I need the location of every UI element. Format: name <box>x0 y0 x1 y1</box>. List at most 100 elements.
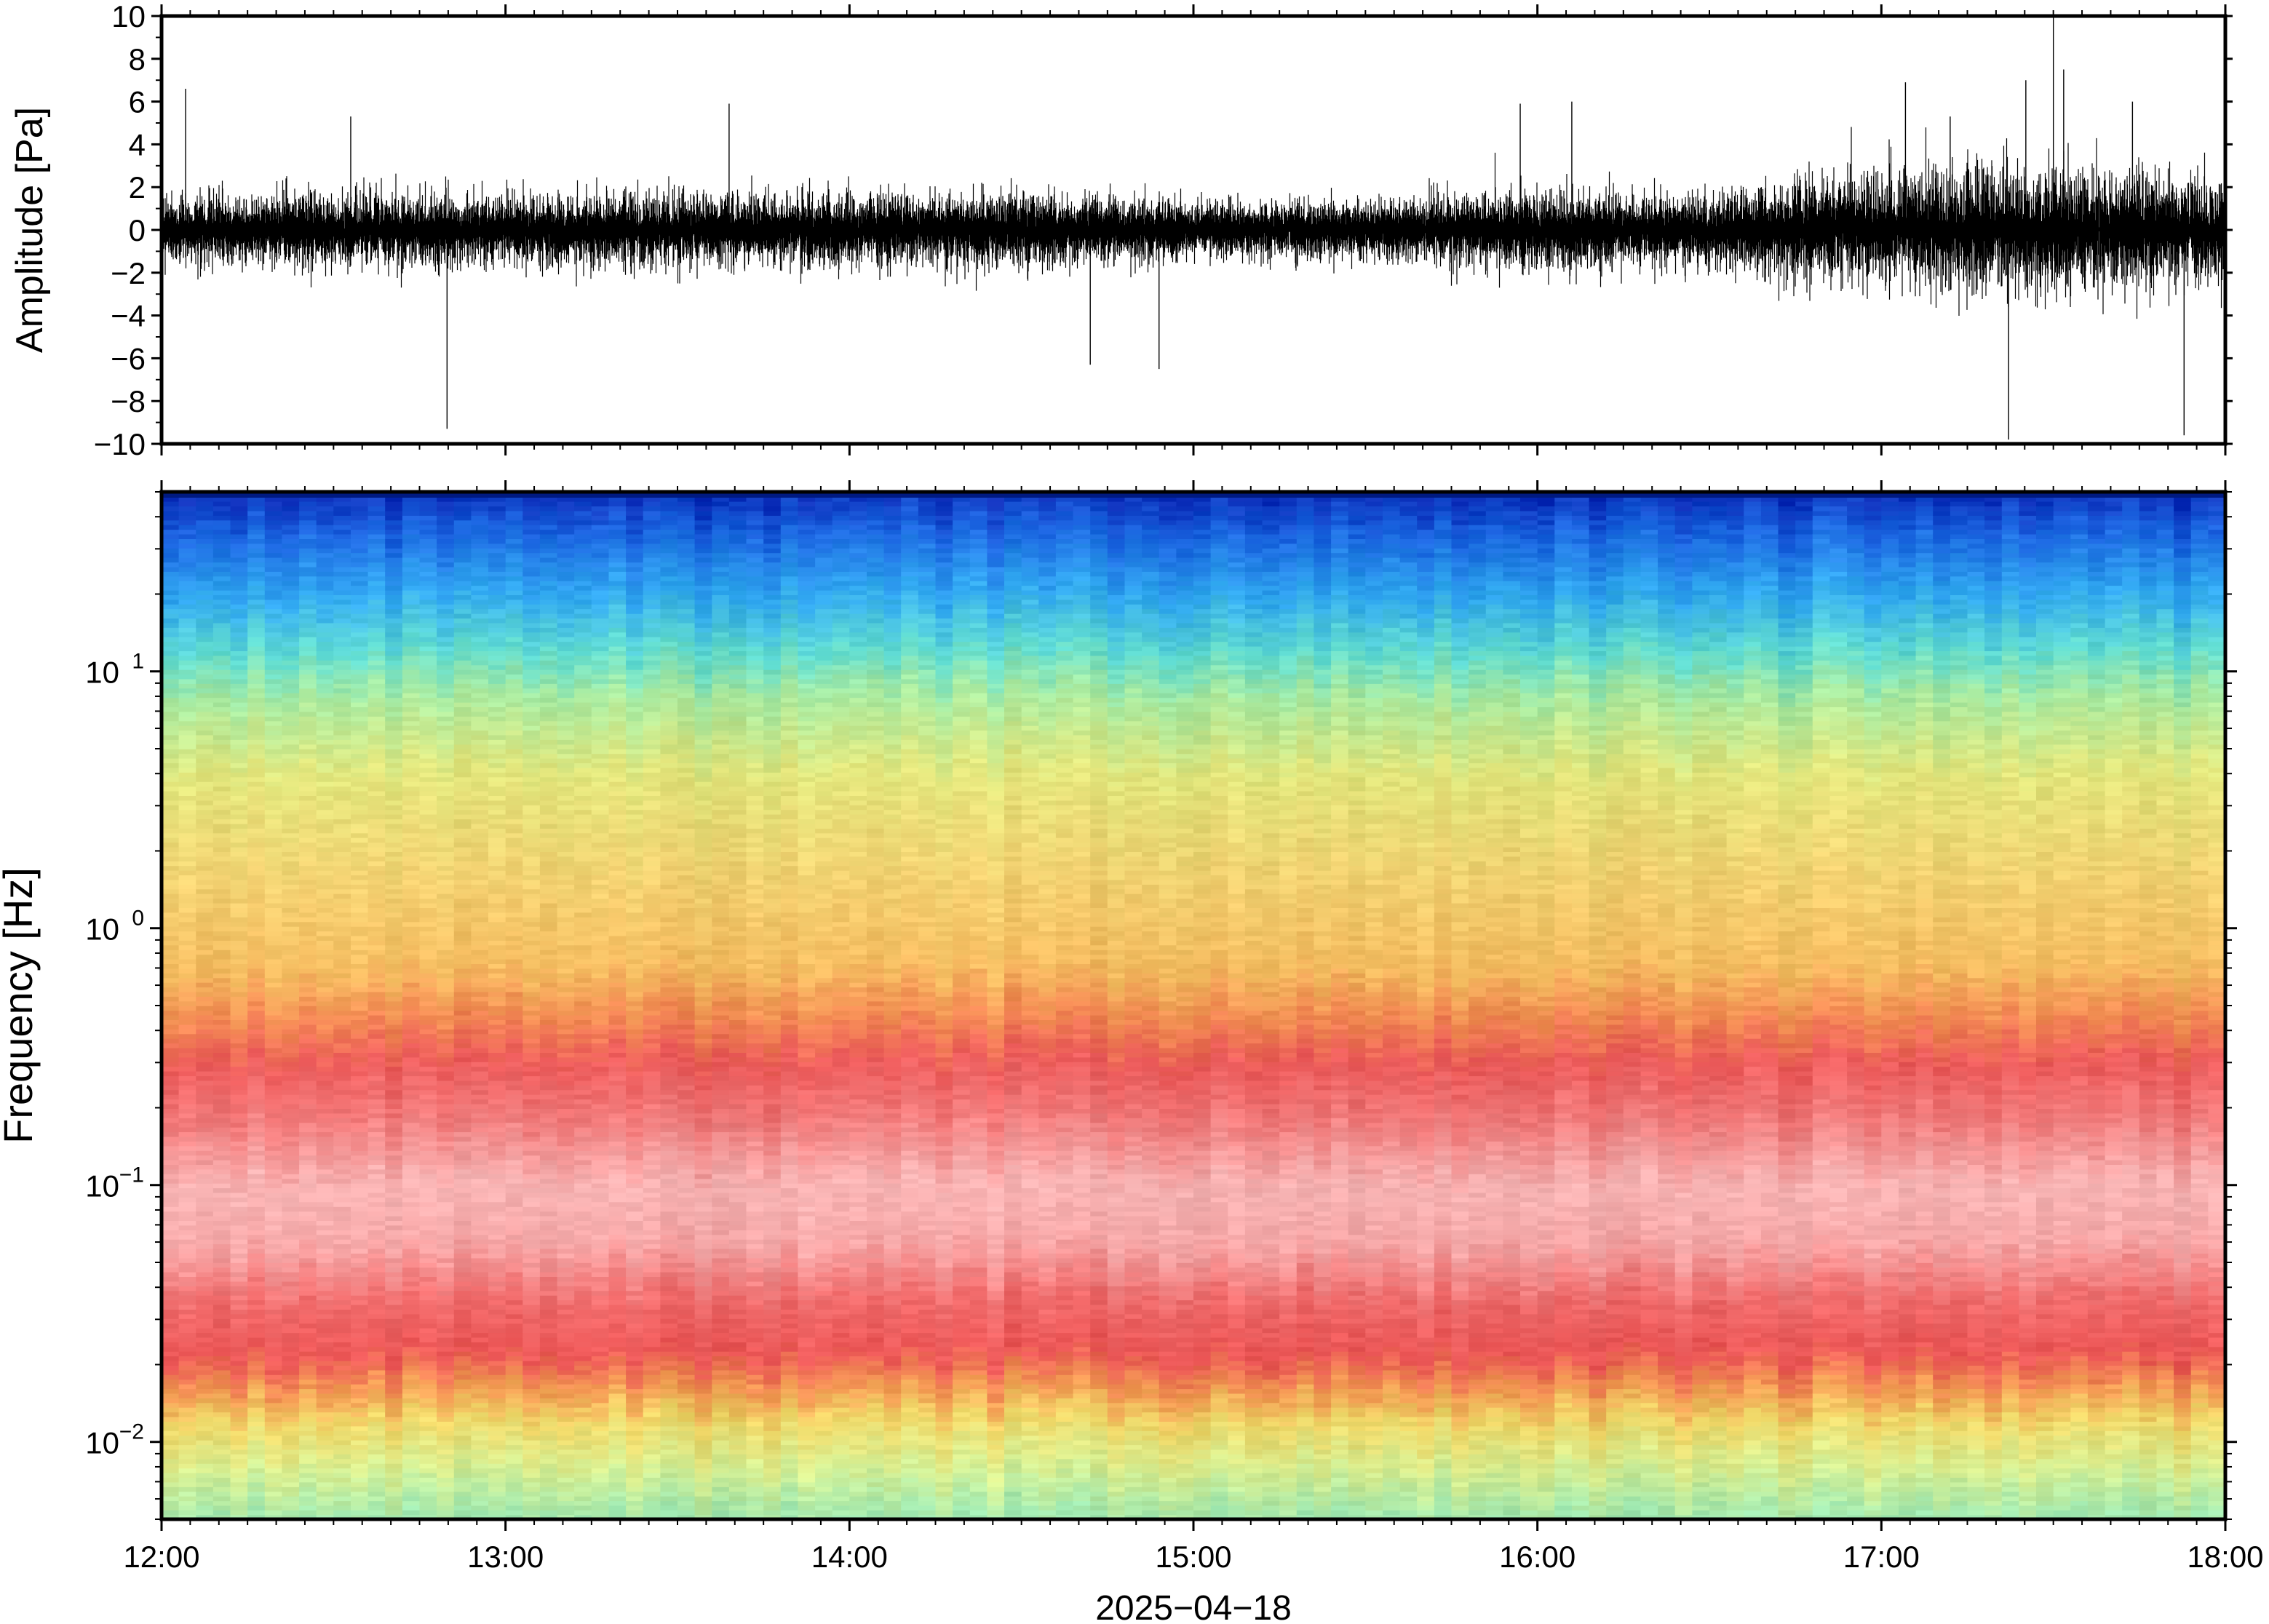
spectrogram-cell <box>162 1164 180 1170</box>
spectrogram-cell <box>522 1505 541 1510</box>
spectrogram-cell <box>522 1458 541 1464</box>
spectrogram-cell <box>505 510 524 516</box>
spectrogram-cell <box>247 571 266 577</box>
spectrogram-cell <box>488 907 506 913</box>
spectrogram-cell <box>299 931 317 936</box>
spectrogram-cell <box>351 1449 369 1454</box>
spectrogram-cell <box>162 1388 180 1394</box>
spectrogram-cell <box>264 1000 283 1006</box>
spectrogram-cell <box>419 562 437 568</box>
spectrogram-cell <box>333 902 351 908</box>
spectrogram-cell <box>351 884 369 890</box>
spectrogram-cell <box>488 982 506 988</box>
spectrogram-cell <box>282 935 300 941</box>
spectrogram-cell <box>505 515 524 521</box>
spectrogram-cell <box>316 963 335 969</box>
spectrogram-cell <box>333 725 351 731</box>
spectrogram-cell <box>264 533 283 539</box>
spectrogram-cell <box>212 1257 231 1263</box>
spectrogram-cell <box>282 637 300 642</box>
spectrogram-cell <box>230 1286 248 1291</box>
spectrogram-cell <box>367 907 386 913</box>
spectrogram-cell <box>385 800 403 805</box>
spectrogram-cell <box>453 944 472 950</box>
spectrogram-cell <box>230 1327 248 1334</box>
spectrogram-cell <box>247 851 266 857</box>
spectrogram-cell <box>299 1126 317 1133</box>
spectrogram-cell <box>178 1332 196 1338</box>
spectrogram-cell <box>178 1126 196 1133</box>
spectrogram-cell <box>505 496 524 502</box>
spectrogram-cell <box>367 763 386 768</box>
spectrogram-cell <box>178 1066 196 1072</box>
spectrogram-cell <box>402 1136 421 1142</box>
spectrogram-cell <box>505 757 524 763</box>
spectrogram-cell <box>402 501 421 506</box>
spectrogram-cell <box>230 571 248 577</box>
spectrogram-cell <box>230 1178 248 1184</box>
spectrogram-cell <box>367 1201 386 1207</box>
spectrogram-cell <box>264 1346 283 1352</box>
spectrogram-cell <box>316 865 335 871</box>
spectrogram-cell <box>471 533 489 539</box>
spectrogram-cell <box>212 954 231 960</box>
spectrogram-cell <box>162 1112 180 1118</box>
spectrogram-cell <box>264 837 283 843</box>
spectrogram-cell <box>247 1047 266 1053</box>
spectrogram-cell <box>488 1099 506 1104</box>
spectrogram-cell <box>437 1108 455 1114</box>
spectrogram-cell <box>437 604 455 610</box>
spectrogram-cell <box>385 515 403 521</box>
spectrogram-cell <box>299 1099 317 1104</box>
spectrogram-cell <box>471 950 489 955</box>
spectrogram-cell <box>453 506 472 512</box>
spectrogram-cell <box>367 585 386 591</box>
spectrogram-cell <box>437 1360 455 1366</box>
spectrogram-cell <box>196 1182 214 1189</box>
spectrogram-cell <box>453 1182 472 1189</box>
spectrogram-cell <box>402 912 421 918</box>
spectrogram-cell <box>162 613 180 619</box>
spectrogram-cell <box>230 557 248 563</box>
spectrogram-cell <box>230 917 248 923</box>
spectrogram-cell <box>367 529 386 535</box>
spectrogram-cell <box>402 1486 421 1492</box>
spectrogram-cell <box>488 613 506 619</box>
spectrogram-cell <box>419 543 437 549</box>
spectrogram-cell <box>351 1337 369 1342</box>
spectrogram-cell <box>488 749 506 755</box>
spectrogram-cell <box>333 716 351 722</box>
spectrogram-cell <box>333 1468 351 1473</box>
spectrogram-cell <box>419 907 437 913</box>
spectrogram-cell <box>385 898 403 904</box>
spectrogram-cell <box>471 1510 489 1516</box>
spectrogram-cell <box>282 1038 300 1044</box>
spectrogram-cell <box>316 837 335 843</box>
spectrogram-cell <box>282 744 300 749</box>
spectrogram-cell <box>522 1379 541 1385</box>
spectrogram-cell <box>385 1468 403 1473</box>
spectrogram-cell <box>419 1215 437 1221</box>
spectrogram-cell <box>212 842 231 848</box>
spectrogram-cell <box>437 1122 455 1128</box>
spectrogram-cell <box>196 1388 214 1394</box>
spectrogram-cell <box>178 1309 196 1315</box>
spectrogram-cell <box>453 1468 472 1473</box>
spectrogram-cell <box>453 725 472 731</box>
spectrogram-cell <box>351 1094 369 1100</box>
spectrogram-cell <box>522 1286 541 1291</box>
spectrogram-cell <box>402 1510 421 1516</box>
spectrogram-cell <box>299 1089 317 1095</box>
spectrogram-cell <box>402 1182 421 1189</box>
spectrogram-cell <box>264 781 283 787</box>
spectrogram-cell <box>230 683 248 689</box>
spectrogram-cell <box>162 865 180 871</box>
spectrogram-cell <box>437 1505 455 1510</box>
spectrogram-cell <box>402 627 421 633</box>
spectrogram-cell <box>505 1243 524 1249</box>
spectrogram-cell <box>316 1294 335 1301</box>
spectrogram-cell <box>351 1070 369 1077</box>
spectrogram-cell <box>264 1304 283 1310</box>
spectrogram-cell <box>196 1085 214 1091</box>
spectrogram-cell <box>453 898 472 904</box>
